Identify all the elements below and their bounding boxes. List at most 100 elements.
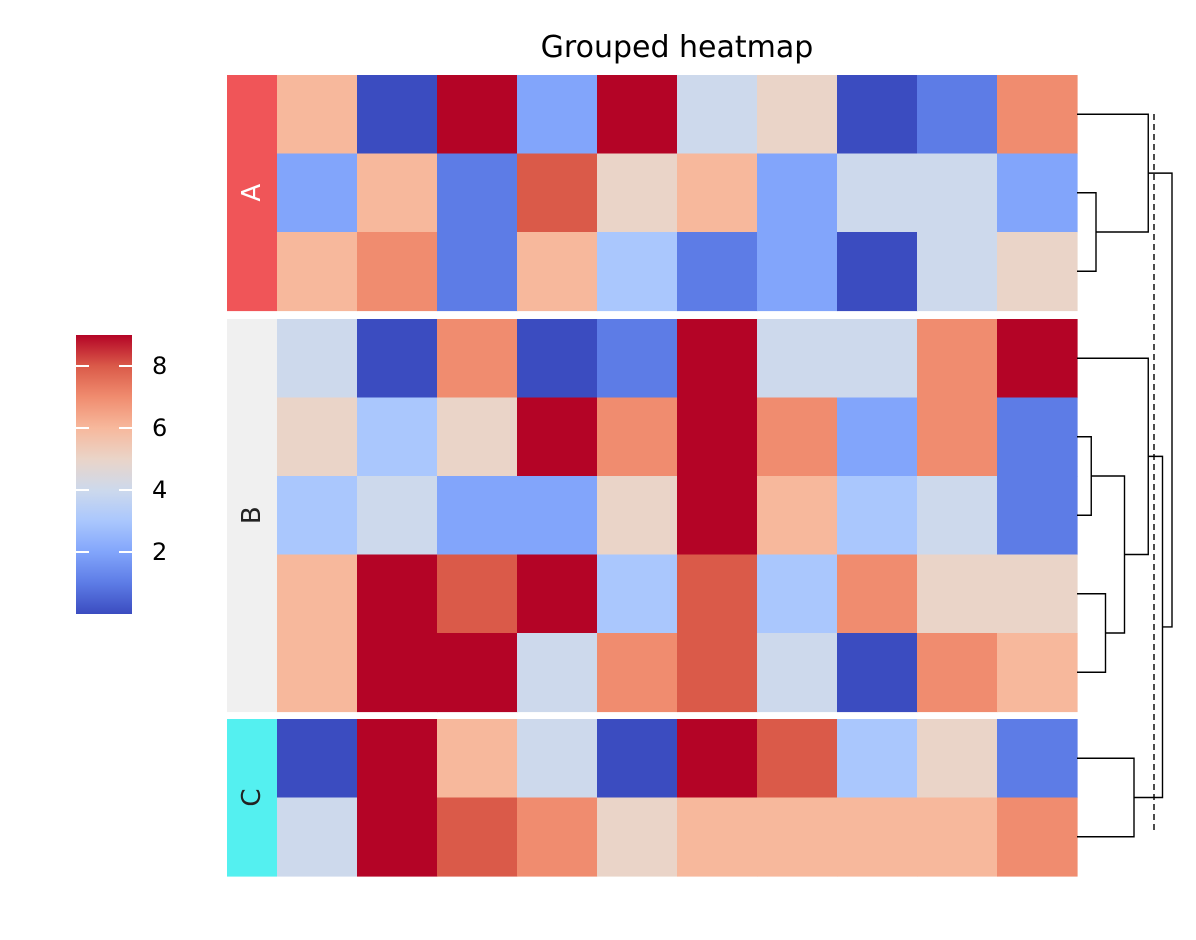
group-bar-c	[227, 719, 277, 877]
heatmap-cell	[837, 554, 918, 634]
heatmap-cell	[917, 719, 998, 799]
heatmap-cell	[357, 397, 438, 477]
heatmap-cell	[277, 232, 358, 312]
heatmap-cell	[997, 719, 1078, 799]
heatmap-cell	[837, 633, 918, 713]
heatmap-cell	[517, 719, 598, 799]
colorbar-tick-label: 8	[152, 352, 167, 380]
heatmap-cell	[837, 75, 918, 155]
heatmap-cell	[917, 153, 998, 233]
dendrogram-link	[1077, 192, 1097, 272]
heatmap-cell	[517, 319, 598, 399]
heatmap-cell	[997, 397, 1078, 477]
heatmap-cell	[517, 397, 598, 477]
heatmap-cell	[757, 397, 838, 477]
dendrogram-link	[1077, 436, 1092, 516]
heatmap-cell	[917, 319, 998, 399]
heatmap-cell	[757, 476, 838, 556]
heatmap-cell	[917, 397, 998, 477]
heatmap-cell	[357, 232, 438, 312]
group-annotation-bars: A B C	[227, 75, 277, 877]
heatmap-cell	[677, 797, 758, 877]
heatmap-cell	[677, 397, 758, 477]
heatmap-cell	[597, 75, 678, 155]
group-label-a: A	[237, 184, 267, 202]
group-bar-b	[227, 319, 277, 713]
heatmap-cell	[357, 75, 438, 155]
heatmap-cell	[437, 719, 518, 799]
heatmap-cell	[997, 319, 1078, 399]
heatmap-cell	[437, 75, 518, 155]
heatmap-cell	[917, 476, 998, 556]
heatmap-cell	[357, 554, 438, 634]
group-bar-a	[227, 75, 277, 312]
heatmap-cell	[757, 797, 838, 877]
colorbar-tick-label: 6	[152, 414, 167, 442]
heatmap-cell	[837, 232, 918, 312]
heatmap-cell	[757, 75, 838, 155]
heatmap-cell	[677, 153, 758, 233]
colorbar-tick-label: 2	[152, 538, 167, 566]
heatmap-cell	[677, 633, 758, 713]
heatmap-cell	[597, 232, 678, 312]
heatmap-cell	[437, 476, 518, 556]
heatmap-cell	[677, 554, 758, 634]
heatmap-cell	[677, 75, 758, 155]
dendrogram-link	[1077, 113, 1149, 233]
heatmap-cell	[437, 232, 518, 312]
heatmap-cell	[917, 232, 998, 312]
heatmap-cell	[357, 797, 438, 877]
heatmap-cell	[517, 797, 598, 877]
heatmap-cell	[917, 554, 998, 634]
heatmap-cell	[277, 797, 358, 877]
heatmap-cell	[997, 476, 1078, 556]
heatmap-cell	[757, 554, 838, 634]
heatmap-cell	[277, 554, 358, 634]
heatmap-cell	[757, 232, 838, 312]
heatmap-cell	[357, 633, 438, 713]
heatmap-cell	[677, 319, 758, 399]
heatmap-cell	[997, 153, 1078, 233]
heatmap-cell	[677, 476, 758, 556]
heatmap-cell	[437, 319, 518, 399]
chart-title: Grouped heatmap	[541, 30, 814, 65]
heatmap-cell	[597, 397, 678, 477]
colorbar-tick-label: 4	[152, 476, 167, 504]
heatmap-cell	[357, 719, 438, 799]
heatmap-cell	[277, 633, 358, 713]
heatmap-cell	[597, 153, 678, 233]
heatmap-cell	[757, 153, 838, 233]
heatmap-cell	[677, 719, 758, 799]
heatmap-cell	[597, 719, 678, 799]
heatmap-cell	[997, 554, 1078, 634]
heatmap-cell	[437, 153, 518, 233]
group-label-c: C	[237, 788, 267, 806]
heatmap-cell	[757, 719, 838, 799]
heatmap-cell	[597, 797, 678, 877]
heatmap-cell	[437, 554, 518, 634]
heatmap-cell	[757, 319, 838, 399]
dendrogram-link	[1148, 172, 1173, 628]
heatmap-cell	[517, 633, 598, 713]
heatmap-cell	[837, 319, 918, 399]
heatmap-cell	[997, 232, 1078, 312]
heatmap-cell	[437, 397, 518, 477]
heatmap-cell	[837, 797, 918, 877]
heatmap-cell	[597, 633, 678, 713]
heatmap-cell	[997, 75, 1078, 155]
heatmap-cell	[357, 476, 438, 556]
heatmap-cell	[917, 633, 998, 713]
heatmap-cell	[837, 476, 918, 556]
group-label-b: B	[237, 506, 267, 524]
heatmap-cell	[517, 554, 598, 634]
heatmap-cell	[277, 397, 358, 477]
dendrogram-link	[1091, 475, 1126, 634]
heatmap-cell	[517, 75, 598, 155]
heatmap-cell	[757, 633, 838, 713]
heatmap-cell	[517, 153, 598, 233]
heatmap-cell	[357, 153, 438, 233]
heatmap-cell	[917, 75, 998, 155]
heatmap-cell	[277, 319, 358, 399]
heatmap-cell	[597, 476, 678, 556]
